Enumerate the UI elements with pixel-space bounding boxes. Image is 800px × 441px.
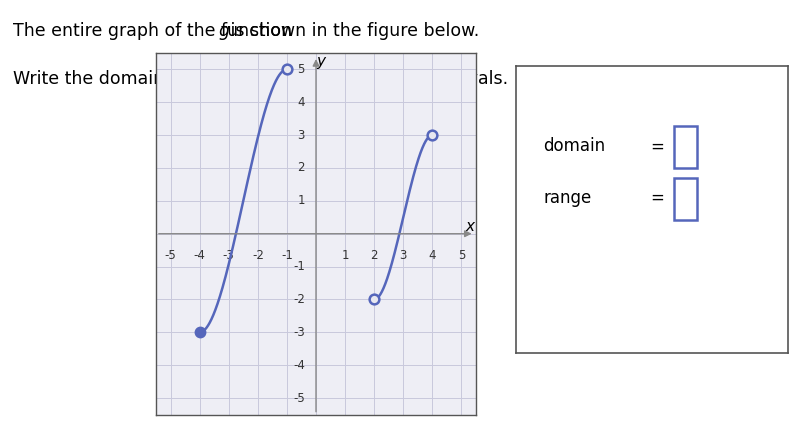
Text: =: =: [650, 138, 664, 155]
Text: g: g: [200, 71, 211, 88]
Text: 2: 2: [298, 161, 305, 175]
Text: 5: 5: [458, 249, 465, 262]
Text: -4: -4: [194, 249, 206, 262]
Text: 3: 3: [298, 129, 305, 142]
Text: 2: 2: [370, 249, 378, 262]
Text: range: range: [543, 189, 591, 207]
Text: 1: 1: [298, 194, 305, 207]
FancyBboxPatch shape: [674, 126, 697, 168]
Text: y: y: [317, 54, 326, 69]
Text: -5: -5: [165, 249, 177, 262]
Text: -1: -1: [281, 249, 293, 262]
Text: is shown in the figure below.: is shown in the figure below.: [225, 22, 479, 40]
Text: 1: 1: [342, 249, 349, 262]
Text: Write the domain and range of: Write the domain and range of: [13, 71, 286, 88]
Text: -4: -4: [293, 359, 305, 372]
Text: -2: -2: [252, 249, 264, 262]
Text: -2: -2: [293, 293, 305, 306]
Text: -5: -5: [293, 392, 305, 404]
Text: x: x: [466, 219, 474, 234]
Text: The entire graph of the function: The entire graph of the function: [13, 22, 298, 40]
Text: -3: -3: [293, 326, 305, 339]
Text: -3: -3: [223, 249, 234, 262]
Text: 3: 3: [399, 249, 407, 262]
Text: -1: -1: [293, 260, 305, 273]
Text: as intervals or unions of intervals.: as intervals or unions of intervals.: [206, 71, 508, 88]
Text: domain: domain: [543, 138, 606, 155]
Text: g: g: [218, 22, 230, 40]
FancyBboxPatch shape: [674, 178, 697, 220]
Text: 4: 4: [429, 249, 436, 262]
Text: 5: 5: [298, 63, 305, 76]
Text: =: =: [650, 189, 664, 207]
Text: 4: 4: [298, 96, 305, 109]
